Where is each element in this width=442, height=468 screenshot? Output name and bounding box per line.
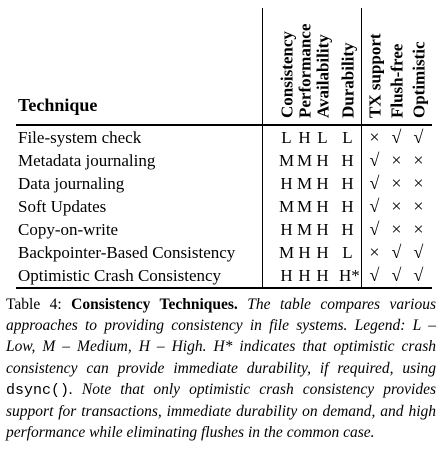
table-cell: L: [317, 128, 328, 147]
column-header-consistency: Consistency: [277, 31, 296, 118]
table-cell: ×: [369, 242, 380, 262]
table-cell: H: [280, 220, 293, 239]
table-cell: ×: [413, 173, 424, 193]
table-row: Data journaling H M H H √ × ×: [16, 172, 432, 195]
table-cell: M: [278, 151, 295, 170]
table-cell: ×: [391, 150, 402, 170]
column-header-optimistic: Optimistic: [409, 41, 428, 119]
table-cell: √: [391, 265, 402, 285]
table-row: File-system check L H L L × √ √: [16, 126, 432, 149]
table-cell: M: [296, 151, 313, 170]
table-cell: H*: [339, 266, 360, 285]
column-header-durability: Durability: [338, 42, 357, 118]
table-cell: √: [369, 150, 380, 170]
table-cell: ×: [413, 150, 424, 170]
table-cell: H: [341, 174, 354, 193]
table-row: Backpointer-Based Consistency M H H L × √ √: [16, 241, 432, 264]
table-cell: H: [280, 266, 293, 285]
table-cell: M: [296, 174, 313, 193]
technique-name: File-system check: [18, 128, 142, 147]
table-cell: H: [298, 128, 311, 147]
table-cell: H: [298, 266, 311, 285]
table-cell: H: [316, 243, 329, 262]
table-row: Metadata journaling M M H H √ × ×: [16, 149, 432, 172]
table-cell: L: [342, 243, 353, 262]
table-caption: Table 4: Consistency Techniques. The tab…: [6, 294, 436, 443]
table-cell: √: [413, 127, 424, 147]
table-cell: √: [391, 242, 402, 262]
caption-title: Consistency Techniques.: [71, 296, 238, 313]
technique-name: Soft Updates: [18, 197, 107, 216]
caption-body-2: . Note that only optimistic crash consis…: [6, 380, 436, 442]
technique-name: Data journaling: [18, 174, 125, 193]
technique-name: Copy-on-write: [18, 220, 119, 239]
table-cell: H: [316, 266, 329, 285]
table-cell: ×: [391, 196, 402, 216]
table-cell: ×: [391, 219, 402, 239]
table-cell: ×: [413, 196, 424, 216]
table-cell: H: [280, 174, 293, 193]
table-cell: ×: [413, 219, 424, 239]
table-bottom-rule: [16, 287, 432, 289]
table-row: Optimistic Crash Consistency H H H H* √ √ √: [16, 264, 432, 287]
table-cell: √: [369, 219, 380, 239]
table-cell: H: [316, 174, 329, 193]
column-divider: [262, 8, 263, 288]
column-header-performance: Performance: [295, 23, 314, 118]
caption-body-1: The table compares various approaches to…: [6, 296, 437, 377]
table-cell: M: [278, 243, 295, 262]
table-cell: M: [278, 197, 295, 216]
technique-name: Backpointer-Based Consistency: [18, 243, 236, 262]
table-cell: √: [369, 196, 380, 216]
table-cell: √: [369, 173, 380, 193]
technique-name: Metadata journaling: [18, 151, 156, 170]
table-cell: M: [296, 220, 313, 239]
techniques-table: Technique Consistency Performance Availa…: [16, 8, 432, 289]
table-cell: L: [342, 128, 353, 147]
column-header-availability: Availability: [313, 34, 332, 118]
table-cell: H: [298, 243, 311, 262]
table-cell: H: [316, 197, 329, 216]
table-cell: L: [281, 128, 292, 147]
technique-column-header: Technique: [18, 95, 98, 115]
table-cell: H: [316, 151, 329, 170]
table-cell: √: [413, 265, 424, 285]
table-header-rule: [16, 124, 432, 126]
caption-label: Table 4:: [6, 296, 62, 313]
table-cell: H: [341, 151, 354, 170]
table-cell: M: [296, 197, 313, 216]
table-cell: ×: [369, 127, 380, 147]
table-cell: ×: [391, 173, 402, 193]
table-row: Copy-on-write H M H H √ × ×: [16, 218, 432, 241]
table-cell: √: [413, 242, 424, 262]
table-row: Soft Updates M M H H √ × ×: [16, 195, 432, 218]
column-header-tx-support: TX support: [365, 33, 384, 118]
column-header-flush-free: Flush-free: [387, 43, 406, 118]
column-divider: [361, 8, 362, 288]
table-cell: √: [369, 265, 380, 285]
table-cell: H: [316, 220, 329, 239]
caption-code: dsync(): [6, 381, 70, 399]
table-cell: H: [341, 220, 354, 239]
table-cell: H: [341, 197, 354, 216]
table-cell: √: [391, 127, 402, 147]
technique-name: Optimistic Crash Consistency: [18, 266, 222, 285]
